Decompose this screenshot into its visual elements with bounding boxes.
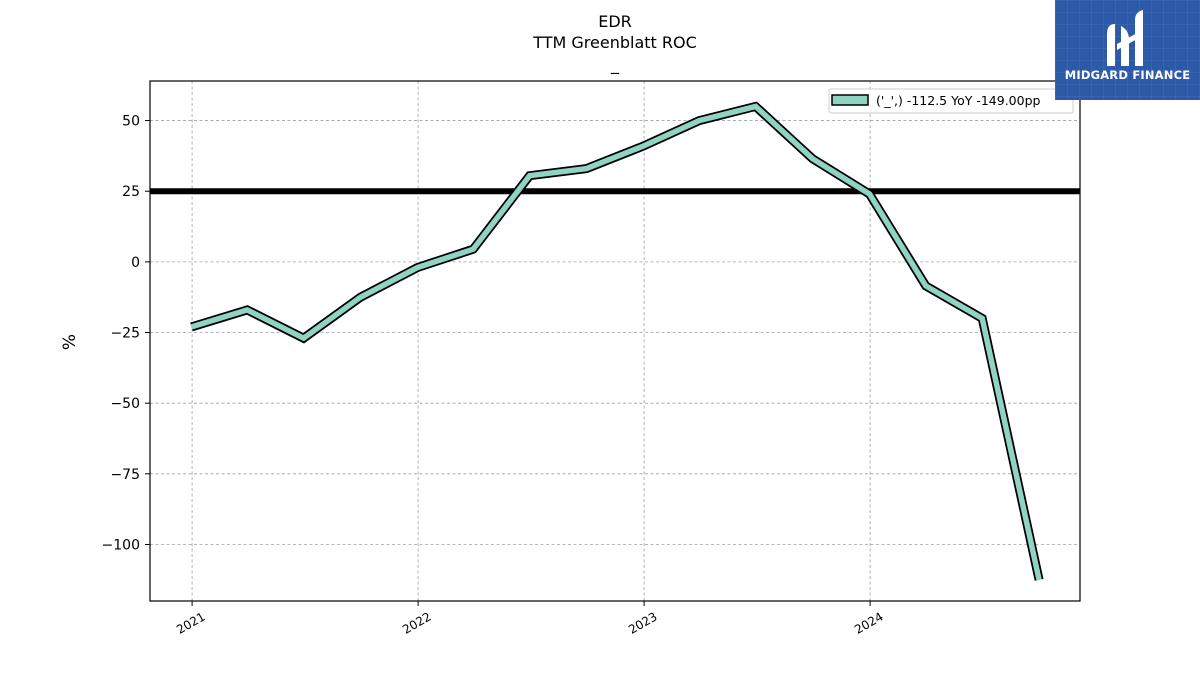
x-tick-label: 2021: [174, 609, 207, 636]
x-axis: 2021 2022 2023 2024: [174, 601, 886, 637]
series-line-outline: [190, 101, 1044, 581]
logo-text: MIDGARD FINANCE: [1064, 68, 1191, 82]
y-tick-label: −75: [110, 467, 140, 483]
midgard-finance-logo: MIDGARD FINANCE: [1055, 0, 1200, 100]
y-tick-label: 25: [122, 184, 140, 200]
series-line: [190, 103, 1042, 581]
x-tick-label: 2024: [852, 609, 885, 636]
logo-mark-icon: [1107, 10, 1143, 66]
legend-label: ('_',) -112.5 YoY -149.00pp: [876, 93, 1041, 108]
y-tick-label: 50: [122, 114, 140, 130]
x-tick-label: 2022: [400, 609, 433, 636]
y-tick-label: 0: [131, 255, 140, 271]
legend-swatch: [831, 94, 869, 106]
legend-box: [828, 88, 1074, 114]
y-axis: 50 25 0 −25 −50 −75 −100: [102, 114, 150, 553]
plot-frame: [149, 80, 1081, 602]
title-line-1: EDR: [598, 12, 632, 31]
title-line-2: TTM Greenblatt ROC: [532, 33, 697, 52]
y-tick-label: −50: [110, 396, 140, 412]
x-tick-label: 2023: [626, 609, 659, 636]
legend: ('_',) -112.5 YoY -149.00pp: [828, 88, 1074, 114]
y-axis-label: %: [60, 334, 80, 350]
series: [190, 101, 1044, 581]
y-tick-label: −100: [102, 537, 140, 553]
chart-title: EDR TTM Greenblatt ROC _: [532, 12, 697, 75]
title-line-3: _: [610, 55, 620, 75]
y-tick-label: −25: [110, 326, 140, 342]
